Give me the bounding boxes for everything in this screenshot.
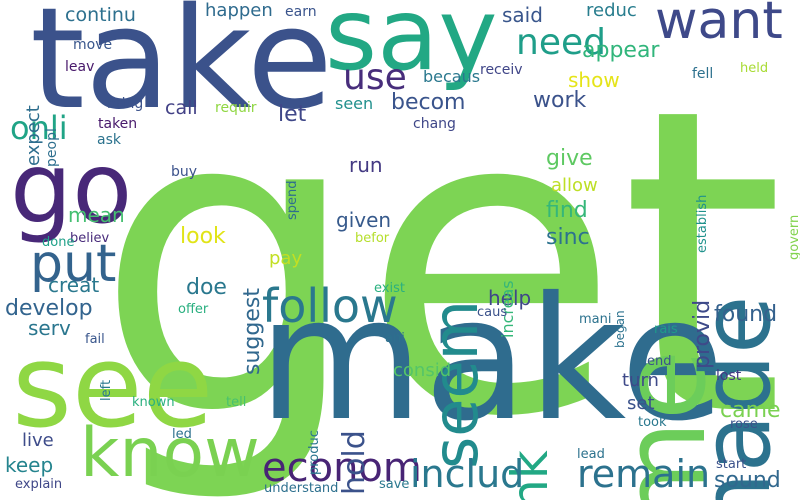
word-includ: includ — [410, 452, 525, 496]
word-keep: keep — [5, 453, 54, 477]
word-fell: fell — [692, 66, 714, 82]
word-requir: requir — [215, 100, 257, 116]
word-given: given — [336, 208, 392, 232]
word-seem: seem — [419, 300, 492, 469]
word-sinc: sinc — [546, 225, 590, 250]
word-took: took — [638, 415, 667, 430]
word-suggest: suggest — [240, 288, 265, 375]
word-move: move — [73, 37, 113, 53]
word-serv: serv — [28, 316, 71, 340]
word-explain: explain — [15, 477, 63, 492]
word-make: make — [258, 261, 725, 459]
word-know: know — [80, 414, 260, 493]
word-said: said — [502, 3, 543, 27]
word-lost: lost — [716, 368, 742, 384]
word-put: put — [30, 234, 117, 294]
word-ask: ask — [97, 132, 121, 148]
word-leav: leav — [65, 59, 95, 75]
word-held: held — [740, 61, 769, 76]
word-turn: turn — [622, 370, 659, 391]
word-sound: sound — [714, 468, 781, 493]
word-let: let — [278, 102, 307, 127]
word-look: look — [180, 224, 226, 249]
word-save: save — [379, 477, 410, 492]
word-becom: becom — [391, 90, 466, 115]
word-run: run — [349, 153, 383, 177]
word-mani: mani — [579, 312, 612, 327]
word-reduc: reduc — [586, 0, 637, 21]
word-doe: doe — [186, 275, 227, 300]
word-see: see — [12, 320, 214, 454]
word-call: call — [165, 97, 198, 119]
word-receiv: receiv — [480, 62, 523, 78]
word-becaus: becaus — [423, 67, 481, 86]
word-rose: rose — [730, 417, 758, 432]
word-seen: seen — [335, 94, 374, 113]
word-understand: understand — [264, 481, 339, 496]
word-began: began — [613, 310, 627, 348]
word-establish: establish — [695, 194, 710, 253]
word-end: end — [647, 354, 672, 369]
word-done: done — [42, 235, 75, 250]
word-provid: provid — [690, 299, 715, 369]
word-taken: taken — [98, 116, 138, 132]
word-hold: hold — [337, 430, 372, 495]
word-give: give — [546, 146, 593, 171]
word-follow: follow — [262, 279, 398, 333]
word-produc: produc — [307, 430, 322, 475]
word-fail: fail — [85, 332, 105, 347]
word-onli: onli — [10, 109, 68, 147]
word-set: set — [627, 393, 655, 414]
word-peopl: peopl — [44, 128, 60, 167]
word-mean: mean — [68, 203, 125, 227]
word-spend: spend — [285, 180, 300, 220]
word-live: live — [22, 430, 54, 451]
word-help: help — [488, 286, 532, 310]
word-remain: remain — [577, 452, 711, 496]
word-lead: lead — [577, 447, 605, 462]
word-continu: continu — [65, 4, 136, 26]
word-ani: ani — [385, 331, 405, 346]
word-start: start — [716, 457, 747, 472]
word-expect: expect — [23, 105, 44, 166]
word-use: use — [343, 57, 407, 98]
word-econom: econom — [262, 445, 422, 491]
word-tell: tell — [226, 395, 247, 410]
word-offer: offer — [178, 302, 209, 317]
word-govern: govern — [787, 214, 800, 260]
word-led: led — [172, 427, 192, 442]
word-allow: allow — [551, 175, 598, 196]
word-develop: develop — [5, 296, 93, 321]
word-befor: befor — [355, 231, 390, 246]
word-show: show — [568, 68, 620, 92]
word-take: take — [30, 0, 333, 141]
word-bring: bring — [107, 96, 144, 112]
word-believ: believ — [70, 231, 110, 246]
word-appear: appear — [582, 38, 660, 63]
word-rais: rais — [654, 322, 678, 337]
word-say: say — [325, 0, 498, 93]
word-find: find — [546, 198, 588, 223]
word-caus: caus — [477, 305, 508, 320]
word-came: came — [720, 398, 781, 423]
word-want: want — [655, 0, 783, 51]
word-buy: buy — [171, 164, 198, 180]
word-consid: consid — [393, 360, 452, 381]
word-happen: happen — [205, 0, 273, 21]
word-work: work — [533, 88, 587, 113]
word-need: need — [516, 22, 606, 63]
word-creat: creat — [48, 273, 100, 297]
word-found: found — [714, 302, 778, 327]
word-exist: exist — [374, 281, 405, 296]
word-chang: chang — [413, 116, 456, 132]
word-pay: pay — [269, 248, 303, 269]
word-earn: earn — [285, 4, 317, 20]
word-left: left — [99, 379, 114, 401]
word-go: go — [10, 132, 133, 246]
word-known: known — [132, 395, 175, 410]
word-get: get — [95, 20, 785, 500]
